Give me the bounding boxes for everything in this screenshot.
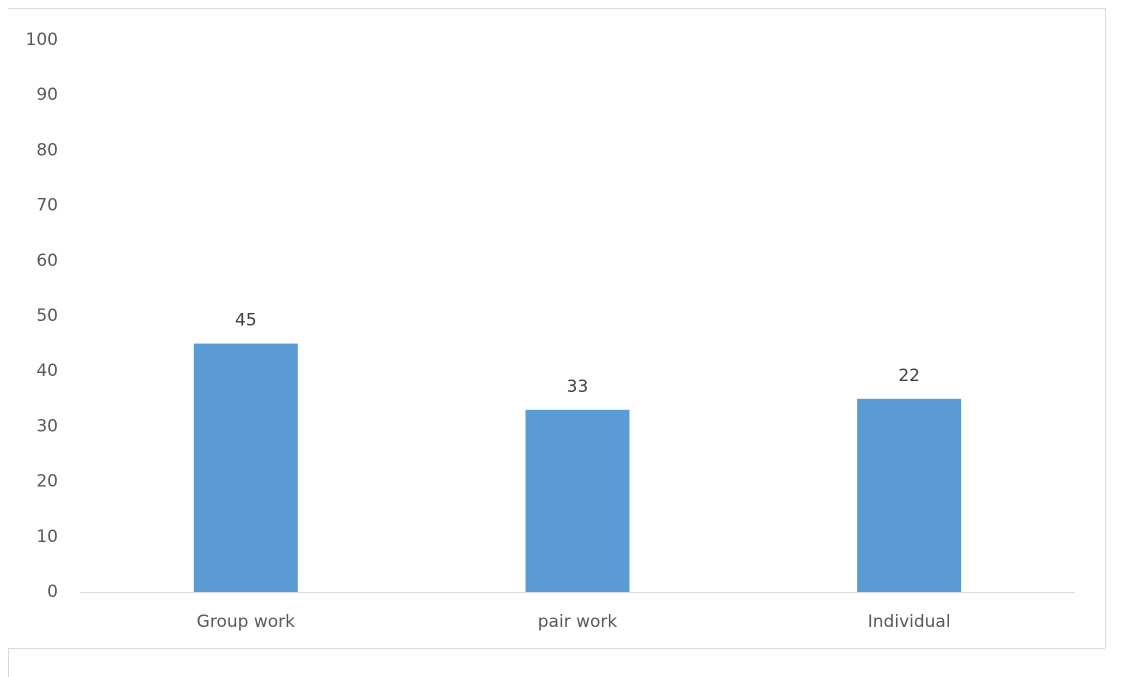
bar [857, 398, 962, 592]
y-tick-label: 50 [36, 306, 58, 326]
y-tick-label: 30 [36, 416, 58, 436]
bar-label: 33 [567, 377, 589, 397]
y-tick-label: 40 [36, 361, 58, 381]
x-tick-label: Individual [868, 612, 951, 632]
bar-label: 45 [235, 311, 257, 331]
x-tick-label: pair work [538, 612, 618, 632]
bar [525, 409, 630, 592]
y-tick-label: 100 [26, 30, 58, 50]
y-tick-label: 70 [36, 196, 58, 216]
y-tick-label: 10 [36, 527, 58, 547]
y-tick-label: 60 [36, 251, 58, 271]
x-tick-label: Group work [197, 612, 295, 632]
bar [193, 343, 298, 592]
y-tick-label: 20 [36, 472, 58, 492]
y-tick-label: 0 [47, 582, 58, 602]
y-tick-label: 90 [36, 85, 58, 105]
bar-label: 22 [898, 366, 920, 386]
y-tick-label: 80 [36, 140, 58, 160]
